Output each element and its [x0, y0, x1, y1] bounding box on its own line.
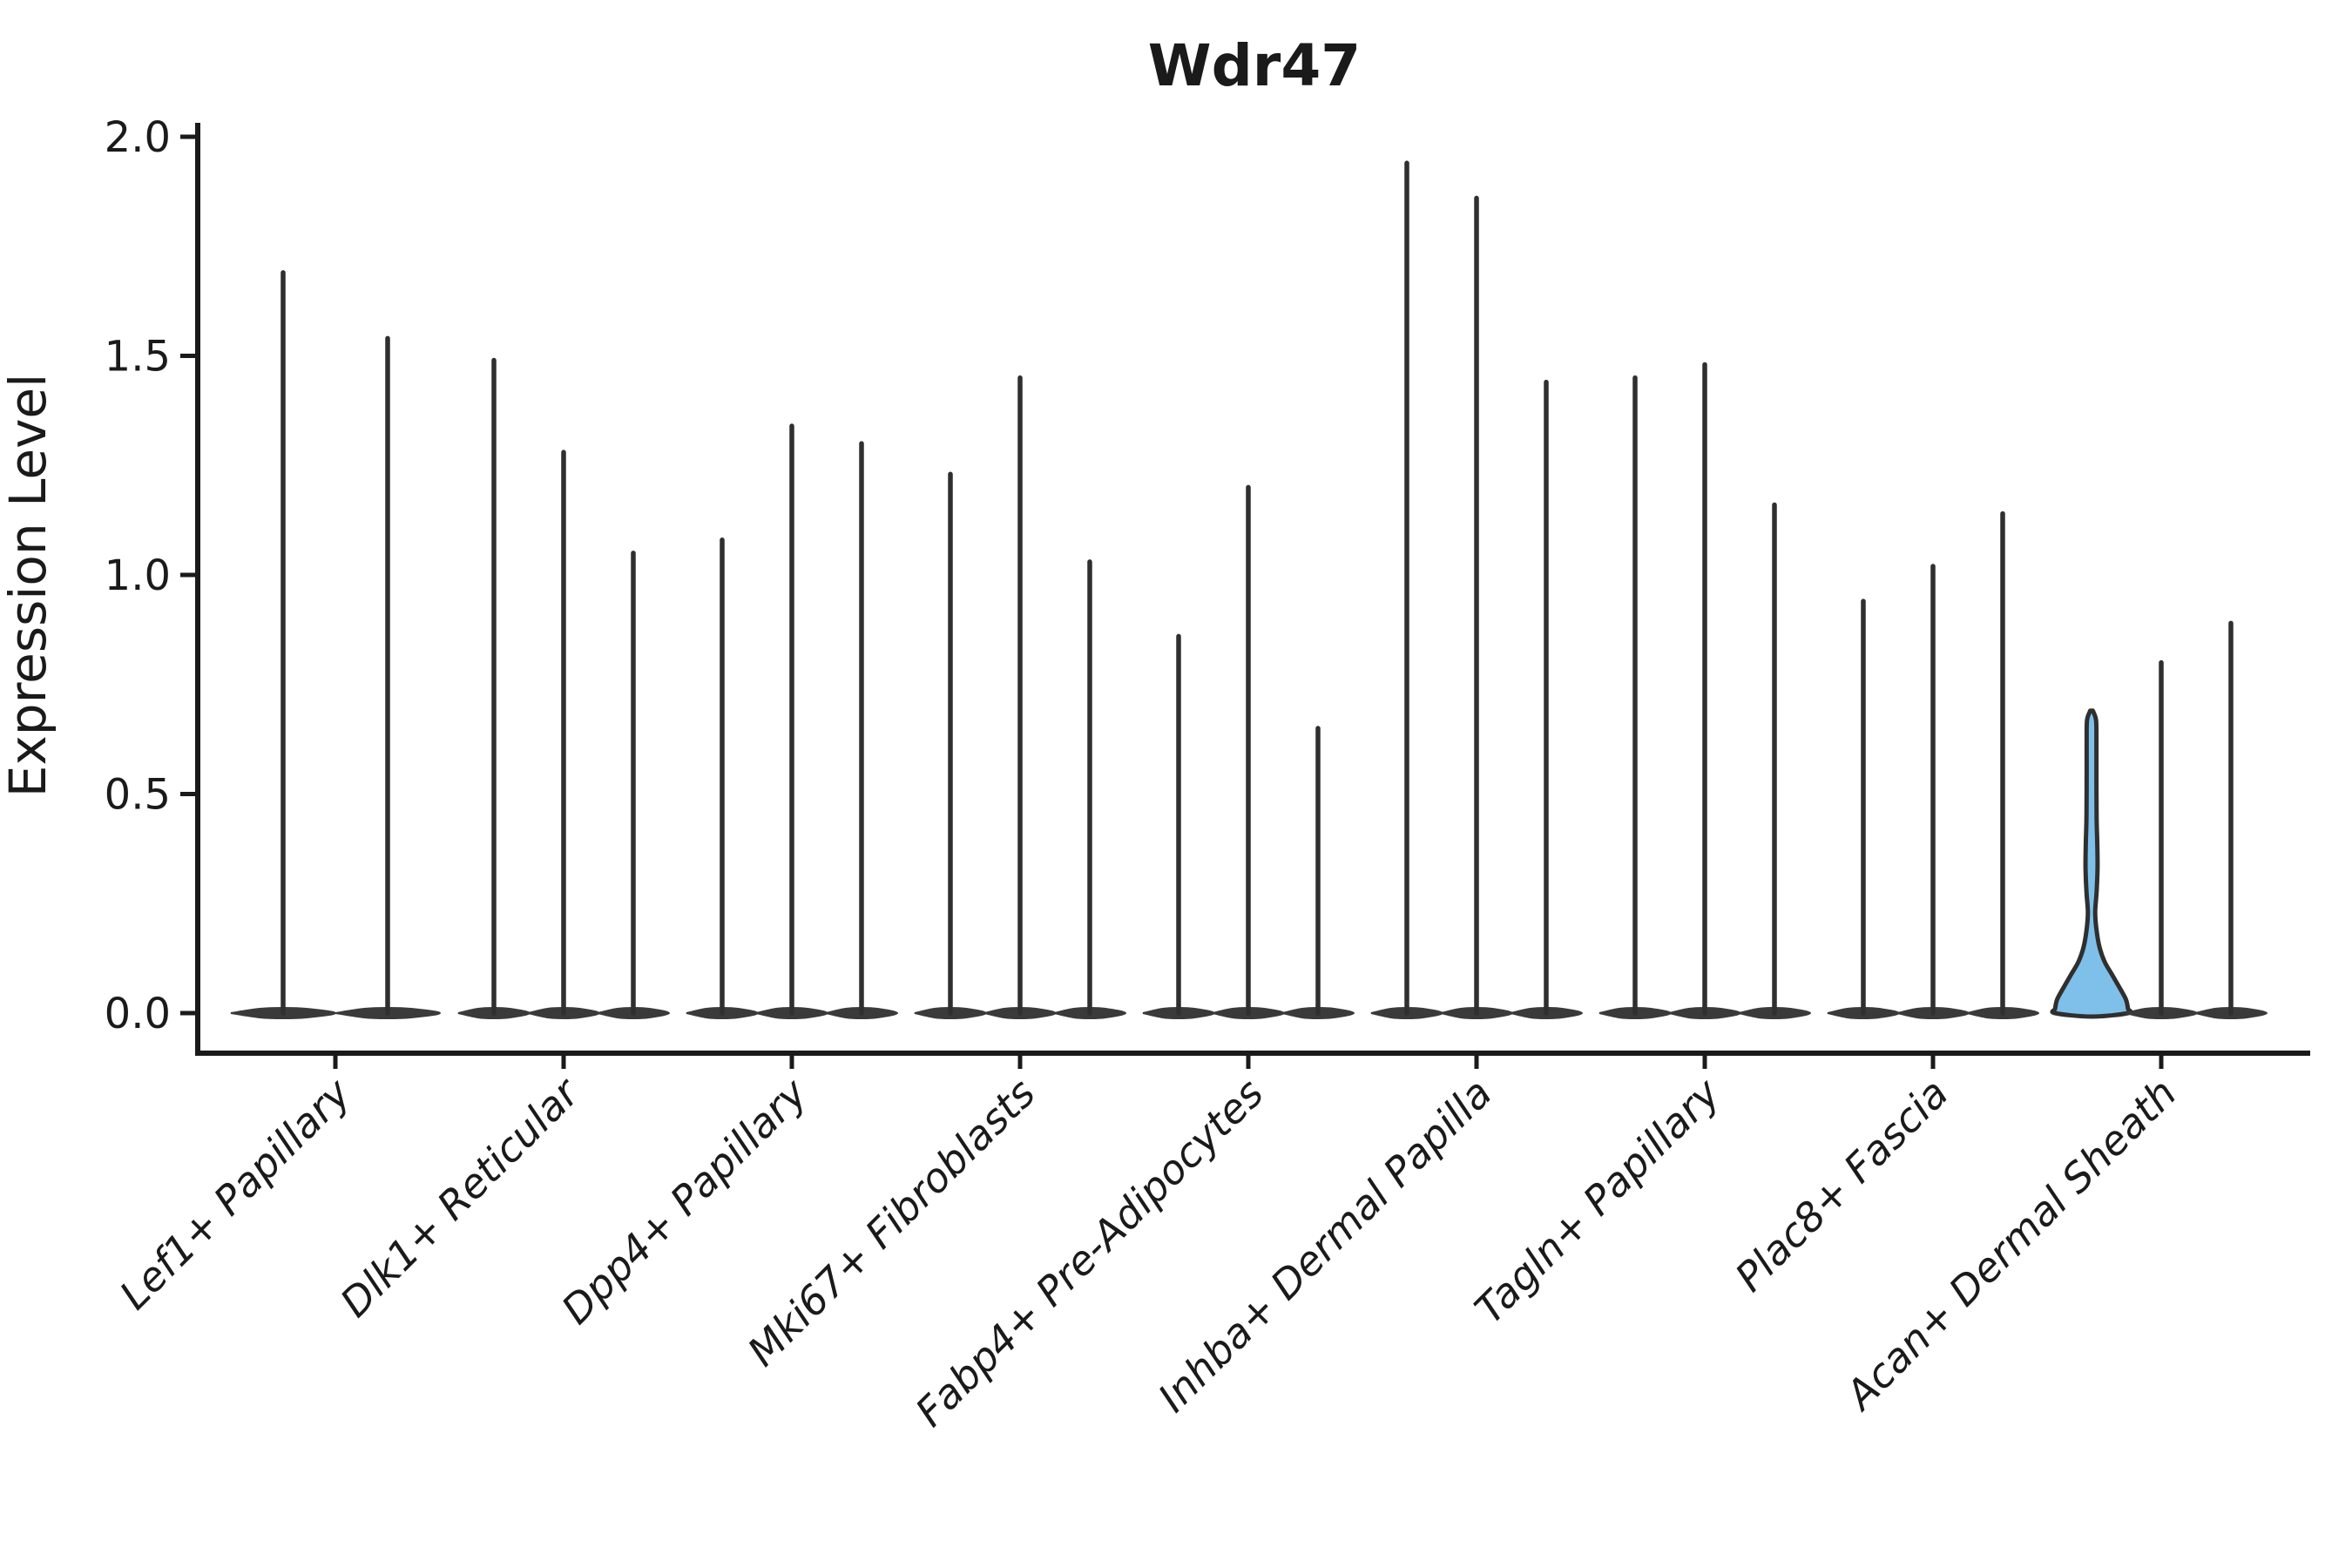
y-tick-label: 1.0	[105, 551, 171, 600]
x-category-label: Dpp4+ Papillary	[552, 1069, 816, 1333]
y-tick-label: 0.5	[105, 771, 171, 820]
x-category-label: Lef1+ Papillary	[111, 1069, 360, 1318]
y-tick-labels: 0.0 0.5 1.0 1.5 2.0	[105, 113, 198, 1038]
plot-title: Wdr47	[1148, 32, 1361, 99]
violins	[230, 160, 2268, 1019]
highlighted-violin	[2050, 708, 2133, 1019]
y-tick-label: 1.5	[105, 333, 171, 382]
y-tick-label: 0.0	[105, 990, 171, 1038]
y-tick-label: 2.0	[105, 113, 171, 162]
axes	[195, 123, 2310, 1056]
x-category-label: Dlk1+ Reticular	[331, 1067, 590, 1326]
x-category-label: Plac8+ Fascia	[1726, 1070, 1957, 1301]
y-axis-label: Expression Level	[0, 374, 57, 797]
x-category-label: Tagln+ Papillary	[1465, 1069, 1729, 1333]
